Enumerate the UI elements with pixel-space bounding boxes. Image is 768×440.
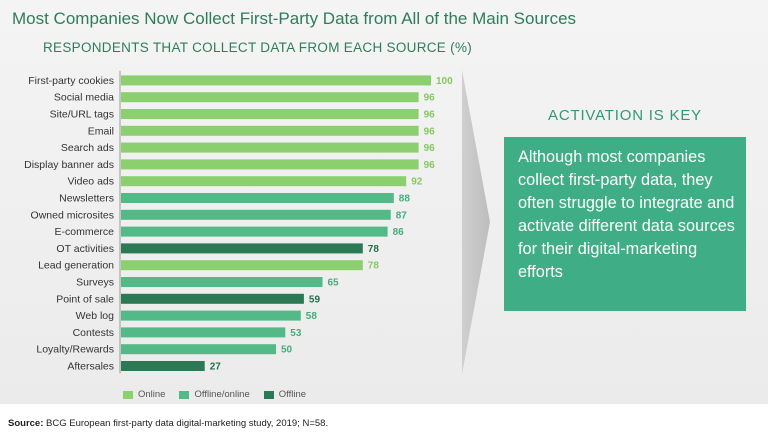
category-label-owned-microsites: Owned microsites <box>31 209 114 221</box>
bar-owned-microsites <box>121 209 391 220</box>
bar-first-party-cookies <box>121 75 431 86</box>
bar-search-ads <box>121 142 419 153</box>
callout-heading: ACTIVATION IS KEY <box>548 107 702 124</box>
legend-item-offline: Offline <box>263 389 307 400</box>
chart-subtitle: RESPONDENTS THAT COLLECT DATA FROM EACH … <box>43 40 473 55</box>
value-label-ot-activities: 78 <box>368 244 380 255</box>
category-label-search-ads: Search ads <box>61 142 114 154</box>
category-label-contests: Contests <box>73 327 114 339</box>
value-label-loyalty-rewards: 50 <box>281 345 293 356</box>
value-label-point-of-sale: 59 <box>309 294 321 305</box>
bar-site-url-tags <box>121 109 419 119</box>
category-label-loyalty-rewards: Loyalty/Rewards <box>36 344 114 356</box>
value-label-site-url-tags: 96 <box>424 110 436 121</box>
source-text: BCG European first-party data digital-ma… <box>46 418 329 429</box>
value-label-web-log: 58 <box>306 311 318 322</box>
value-label-display-banner-ads: 96 <box>424 160 436 171</box>
legend-label-offline: Offline <box>278 389 307 400</box>
value-label-surveys: 65 <box>328 278 340 289</box>
value-label-newsletters: 88 <box>399 194 411 205</box>
category-label-video-ads: Video ads <box>67 176 114 188</box>
value-label-aftersales: 27 <box>210 362 222 373</box>
category-label-site-url-tags: Site/URL tags <box>50 109 114 121</box>
bar-contests <box>121 327 286 338</box>
bar-e-commerce <box>121 226 388 237</box>
bar-lead-generation <box>121 260 363 271</box>
bar-newsletters <box>121 193 394 203</box>
callout-box: Although most companies collect first-pa… <box>504 137 746 311</box>
bar-ot-activities <box>121 243 363 254</box>
bar-aftersales <box>121 361 205 371</box>
value-label-social-media: 96 <box>424 93 436 104</box>
category-label-email: Email <box>88 125 114 137</box>
category-label-web-log: Web log <box>76 310 114 322</box>
legend-label-offline-online: Offline/online <box>194 389 250 400</box>
category-label-surveys: Surveys <box>76 277 114 289</box>
source-note: Source: BCG European first-party data di… <box>8 418 328 429</box>
value-label-contests: 53 <box>290 328 302 339</box>
bar-loyalty-rewards <box>121 344 276 355</box>
value-label-owned-microsites: 87 <box>396 210 408 221</box>
bar-social-media <box>121 92 419 103</box>
chart-title: Most Companies Now Collect First-Party D… <box>12 9 577 28</box>
bar-web-log <box>121 310 301 321</box>
callout-text: Although most companies collect first-pa… <box>518 148 735 281</box>
chart-legend: Online Offline/online Offline <box>123 389 306 400</box>
category-label-lead-generation: Lead generation <box>38 260 114 272</box>
bar-email <box>121 125 419 136</box>
bar-video-ads <box>121 176 407 187</box>
category-label-social-media: Social media <box>54 92 114 104</box>
value-label-lead-generation: 78 <box>368 261 380 272</box>
legend-item-offline-online: Offline/online <box>179 389 250 400</box>
category-label-newsletters: Newsletters <box>59 193 114 205</box>
value-label-video-ads: 92 <box>411 177 423 188</box>
bar-point-of-sale <box>121 293 304 304</box>
value-label-first-party-cookies: 100 <box>436 76 453 87</box>
legend-swatch-online <box>123 390 133 399</box>
legend-swatch-offline <box>263 390 274 399</box>
legend-label-online: Online <box>138 389 166 400</box>
category-label-ot-activities: OT activities <box>56 243 114 255</box>
bar-surveys <box>121 277 323 287</box>
legend-item-online: Online <box>123 389 165 400</box>
value-label-search-ads: 96 <box>424 143 436 154</box>
legend-swatch-offline-online <box>179 390 190 399</box>
value-label-email: 96 <box>424 126 436 137</box>
bar-chart: First-party cookies 100 Social media 96 Site… <box>24 71 453 374</box>
category-label-aftersales: Aftersales <box>67 361 114 373</box>
category-label-point-of-sale: Point of sale <box>56 293 114 305</box>
bar-display-banner-ads <box>121 159 419 170</box>
category-label-e-commerce: E-commerce <box>54 226 114 238</box>
category-label-first-party-cookies: First-party cookies <box>28 75 114 87</box>
source-label: Source: <box>8 418 44 429</box>
category-label-display-banner-ads: Display banner ads <box>24 159 114 171</box>
value-label-e-commerce: 86 <box>393 227 405 238</box>
